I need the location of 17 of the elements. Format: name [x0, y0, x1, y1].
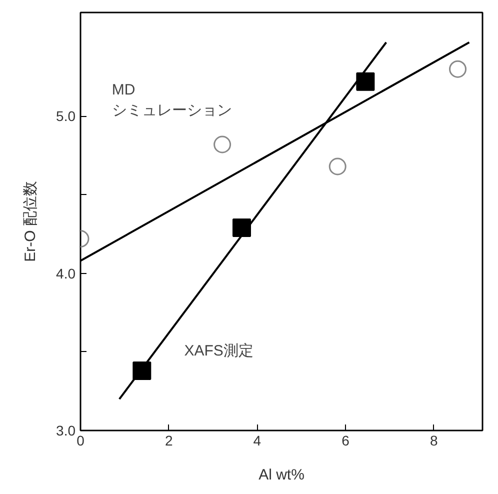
x-axis-title: Al wt%: [258, 466, 304, 484]
y-axis-title: Er-O 配位数: [22, 181, 40, 262]
y-tick-label: 5.0: [56, 108, 76, 124]
point: [356, 72, 375, 91]
x-tick-label: 0: [76, 432, 85, 448]
annotation: MD シミュレーション: [112, 82, 232, 120]
x-tick-label: 2: [164, 432, 173, 448]
x-tick-label: 8: [430, 432, 438, 448]
annotation: XAFS測定: [184, 342, 254, 360]
point: [214, 136, 232, 154]
x-tick-label: 6: [342, 432, 350, 448]
point: [232, 218, 251, 238]
point: [449, 60, 467, 78]
y-tick-label: 4.0: [56, 265, 76, 282]
point: [328, 158, 346, 176]
y-tick-label: 3.0: [56, 422, 76, 438]
x-tick-label: 4: [253, 432, 262, 448]
